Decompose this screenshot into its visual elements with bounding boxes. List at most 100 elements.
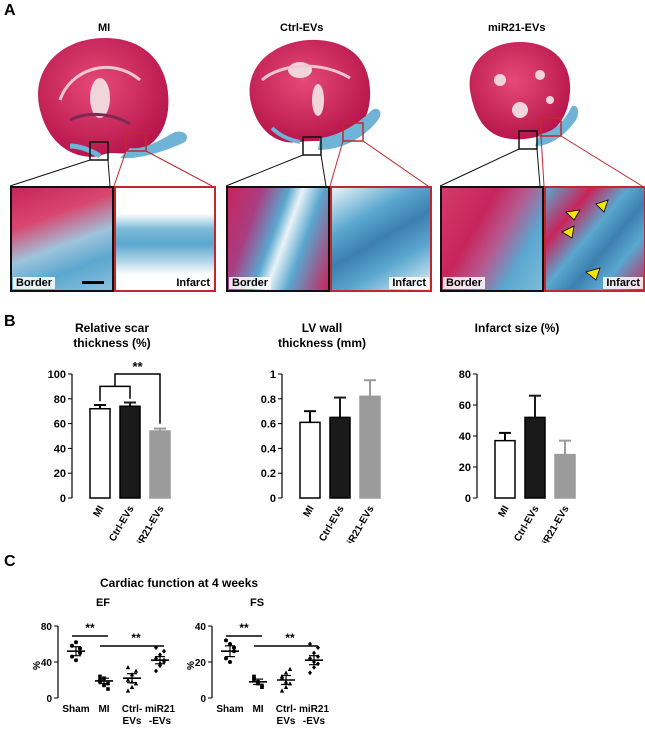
data-point [224, 638, 228, 643]
y-tick-label: 20 [459, 462, 471, 474]
x-tick-label: MI [302, 504, 317, 519]
y-axis-label: % [186, 661, 197, 670]
arrowheads [561, 199, 609, 281]
bar [359, 395, 381, 499]
data-point [232, 645, 236, 650]
tile-mi-infarct: Infarct [114, 186, 216, 292]
zoom-box-infarct-ctrl [342, 122, 364, 142]
x-tick-label: Ctrl-EVs [317, 504, 346, 543]
tile-label-border: Border [443, 277, 486, 289]
x-tick-label: MI [92, 504, 107, 519]
x-tick-label: EVs [123, 716, 142, 727]
y-tick-label: 0 [465, 493, 471, 505]
data-point [312, 665, 316, 670]
chart-title: thickness (mm) [278, 336, 366, 350]
zoom-box-infarct-mir21 [540, 117, 562, 137]
tile-label-infarct: Infarct [389, 277, 429, 289]
heart-sections [9, 38, 643, 187]
y-tick-label: 80 [41, 622, 53, 633]
bar [299, 421, 321, 499]
y-tick-label: 1 [270, 369, 276, 381]
significance-label: ** [131, 631, 141, 645]
bar [149, 430, 171, 499]
bar [119, 405, 141, 499]
data-point [125, 665, 131, 670]
data-point [154, 668, 158, 674]
group-title-mi: MI [98, 22, 111, 34]
y-tick-label: 40 [41, 658, 53, 669]
data-point [312, 650, 316, 656]
y-tick-label: 40 [195, 622, 207, 633]
zoom-box-border-mi [89, 141, 109, 161]
y-tick-label: 40 [54, 443, 66, 455]
data-point [125, 688, 131, 693]
data-point [252, 674, 256, 679]
significance-bracket [99, 385, 131, 402]
bar [89, 407, 111, 499]
significance-label: ** [285, 631, 295, 645]
bar [554, 453, 576, 499]
heart-section-mi [38, 38, 187, 159]
tile-ctrl-border: Border [226, 186, 330, 292]
data-point [260, 683, 264, 688]
x-tick-label: miR21 [145, 704, 175, 715]
y-tick-label: 0.6 [261, 419, 276, 431]
data-point [133, 668, 139, 673]
tile-label-infarct: Infarct [603, 277, 643, 289]
panel-label-a: A [4, 2, 16, 19]
tile-label-border: Border [13, 277, 56, 289]
data-point [125, 677, 131, 682]
x-tick-label: Ctrl-EVs [107, 504, 136, 543]
tile-ctrl-infarct: Infarct [330, 186, 432, 292]
y-tick-label: 60 [54, 419, 66, 431]
data-point [98, 678, 102, 682]
data-point [162, 648, 166, 654]
tile-mir21-infarct: Infarct [544, 186, 645, 292]
tile-mir21-border: Border [440, 186, 544, 292]
data-point [102, 683, 106, 688]
x-tick-label: -EVs [303, 716, 326, 727]
arrowhead-icon [585, 267, 601, 281]
zoom-box-border-ctrl [302, 136, 322, 156]
arrowhead-icon [565, 209, 581, 221]
data-point [279, 688, 285, 693]
data-point [224, 656, 228, 661]
y-tick-label: 80 [459, 369, 471, 381]
arrowhead-icon [595, 199, 609, 213]
chart-title: LV wall [302, 321, 342, 335]
x-tick-label: Sham [62, 704, 89, 715]
zoom-box-infarct-mi [125, 132, 147, 152]
data-point [283, 684, 289, 689]
x-tick-label: -EVs [149, 716, 172, 727]
chart-title: FS [250, 597, 264, 609]
y-tick-label: 0.2 [261, 468, 276, 480]
scale-bar [82, 281, 104, 284]
data-point [133, 681, 139, 686]
y-tick-label: 0 [200, 694, 206, 705]
data-point [129, 684, 135, 689]
data-point [74, 658, 78, 663]
x-tick-label: Ctrl-EVs [512, 504, 541, 543]
chart-title: thickness (%) [73, 336, 150, 350]
y-tick-label: 60 [459, 400, 471, 412]
chart-title: Infarct size (%) [475, 321, 560, 335]
bar [329, 416, 351, 499]
x-tick-label: MI [98, 704, 109, 715]
tile-label-infarct: Infarct [173, 277, 213, 289]
data-point [308, 670, 312, 676]
significance-label: ** [85, 621, 95, 635]
panel-label-c: C [4, 553, 16, 570]
y-tick-label: 80 [54, 394, 66, 406]
data-point [158, 652, 162, 658]
y-tick-label: 0 [60, 493, 66, 505]
group-title-ctrl-evs: Ctrl-EVs [280, 22, 324, 34]
chart-title: EF [96, 597, 110, 609]
data-point [260, 685, 264, 689]
arrowhead-icon [561, 225, 575, 239]
bar [494, 439, 516, 499]
tile-mi-border: Border [10, 186, 114, 292]
y-tick-label: 0 [46, 694, 52, 705]
